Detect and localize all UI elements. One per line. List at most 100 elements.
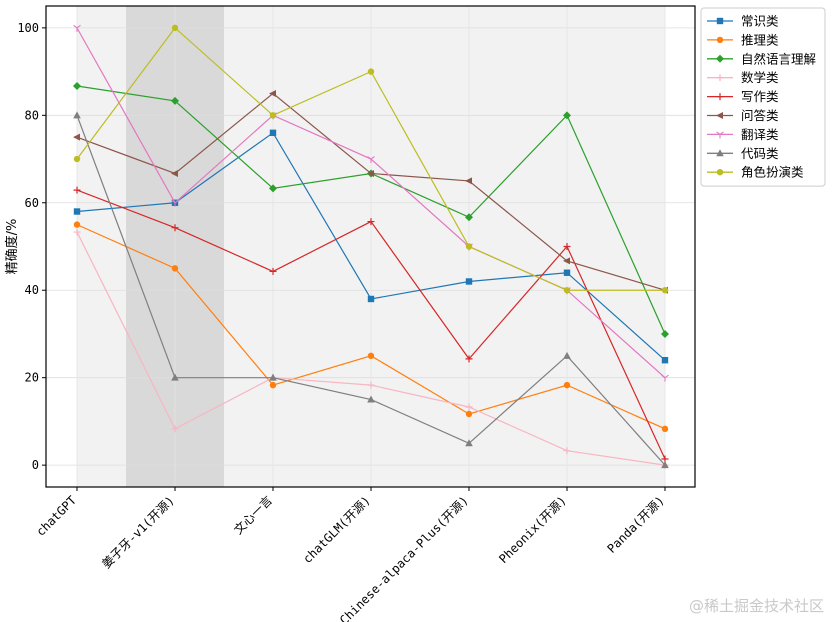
data-point xyxy=(716,17,724,25)
data-point xyxy=(269,89,276,97)
legend-label: 自然语言理解 xyxy=(741,51,816,66)
data-point xyxy=(563,447,571,455)
data-point xyxy=(716,54,724,63)
data-point xyxy=(716,36,724,44)
data-point xyxy=(465,439,473,447)
x-tick-label: 文心一言 xyxy=(231,493,276,538)
series-推理类 xyxy=(73,221,669,433)
data-point xyxy=(269,184,277,193)
legend-item: 写作类 xyxy=(707,89,779,104)
series-问答类 xyxy=(73,89,668,294)
data-point xyxy=(269,373,277,381)
data-point xyxy=(171,425,179,433)
data-point xyxy=(367,395,375,403)
legend-item: 角色扮演类 xyxy=(707,165,804,180)
legend-item: 自然语言理解 xyxy=(707,51,816,66)
data-point xyxy=(465,243,473,250)
series-代码类 xyxy=(73,111,669,469)
y-axis-ticks: 0 20 40 60 80 100 xyxy=(17,21,46,472)
x-tick-label: chatGPT xyxy=(33,493,79,539)
data-point xyxy=(73,221,81,228)
legend-item: 代码类 xyxy=(707,146,779,161)
series-角色扮演类 xyxy=(73,24,669,294)
data-point xyxy=(661,425,669,433)
x-tick-label: Pheonix(开源) xyxy=(496,493,569,566)
legend-item: 常识类 xyxy=(707,14,779,29)
data-point xyxy=(563,287,571,294)
data-point xyxy=(465,213,473,222)
legend-label: 写作类 xyxy=(741,89,779,104)
data-point xyxy=(367,352,375,360)
data-point xyxy=(563,243,571,250)
data-point xyxy=(716,169,724,176)
data-point xyxy=(661,461,669,469)
y-tick-label: 40 xyxy=(25,283,39,297)
data-point xyxy=(171,96,179,105)
y-axis-label: 精确度/% xyxy=(4,219,20,275)
data-point xyxy=(716,131,724,139)
y-tick-label: 100 xyxy=(17,21,39,35)
legend-label: 角色扮演类 xyxy=(741,165,804,180)
data-point xyxy=(563,111,571,120)
data-point xyxy=(269,381,277,389)
data-point xyxy=(73,155,81,163)
data-point xyxy=(716,93,724,101)
data-point xyxy=(171,24,179,32)
data-point xyxy=(73,186,81,194)
data-point xyxy=(367,169,374,177)
data-point xyxy=(367,381,375,389)
series-layer xyxy=(73,24,669,469)
data-point xyxy=(661,356,669,364)
legend-label: 推理类 xyxy=(741,32,779,47)
y-tick-label: 80 xyxy=(25,108,39,122)
series-写作类 xyxy=(73,186,669,463)
data-point xyxy=(269,112,277,119)
legend-label: 代码类 xyxy=(741,146,779,161)
legend-label: 常识类 xyxy=(741,14,779,29)
legend-item: 推理类 xyxy=(707,32,779,47)
legend-item: 问答类 xyxy=(707,108,779,123)
data-point xyxy=(563,351,571,359)
data-point xyxy=(367,156,375,164)
data-point xyxy=(465,355,473,363)
data-point xyxy=(73,82,81,91)
data-point xyxy=(171,199,179,207)
data-point xyxy=(269,267,277,275)
data-point xyxy=(73,24,81,32)
x-axis-ticks: chatGPT 姜子牙-v1(开源) 文心一言 chatGLM(开源)Chinese-… xyxy=(33,487,667,622)
legend-label: 问答类 xyxy=(741,108,779,123)
y-tick-label: 60 xyxy=(25,196,39,210)
data-point xyxy=(661,329,669,338)
legend-item: 翻译类 xyxy=(707,127,779,142)
data-point xyxy=(716,149,724,157)
x-tick-label: Panda(开源) xyxy=(604,493,667,556)
data-point xyxy=(563,381,571,389)
data-point xyxy=(465,410,473,418)
data-point xyxy=(171,169,178,177)
data-point xyxy=(716,74,724,82)
data-point xyxy=(563,269,571,276)
data-point xyxy=(73,111,81,119)
data-point xyxy=(73,228,81,236)
data-point xyxy=(171,373,179,381)
data-point xyxy=(171,265,179,272)
legend-label: 翻译类 xyxy=(741,127,779,142)
y-tick-label: 0 xyxy=(32,458,39,472)
data-point xyxy=(269,129,277,137)
data-point xyxy=(367,68,375,75)
data-point xyxy=(73,133,80,141)
data-point xyxy=(465,403,473,411)
data-point xyxy=(563,257,570,265)
legend-box xyxy=(700,7,826,187)
legend-label: 数学类 xyxy=(741,70,779,85)
x-tick-label: chatGLM(开源) xyxy=(300,493,373,566)
y-tick-label: 20 xyxy=(25,371,39,385)
data-point xyxy=(661,287,669,294)
x-tick-label: 姜子牙-v1(开源) xyxy=(99,493,177,571)
data-point xyxy=(367,218,375,226)
data-point xyxy=(465,278,473,285)
data-point xyxy=(716,112,723,119)
legend-item: 数学类 xyxy=(707,70,779,85)
